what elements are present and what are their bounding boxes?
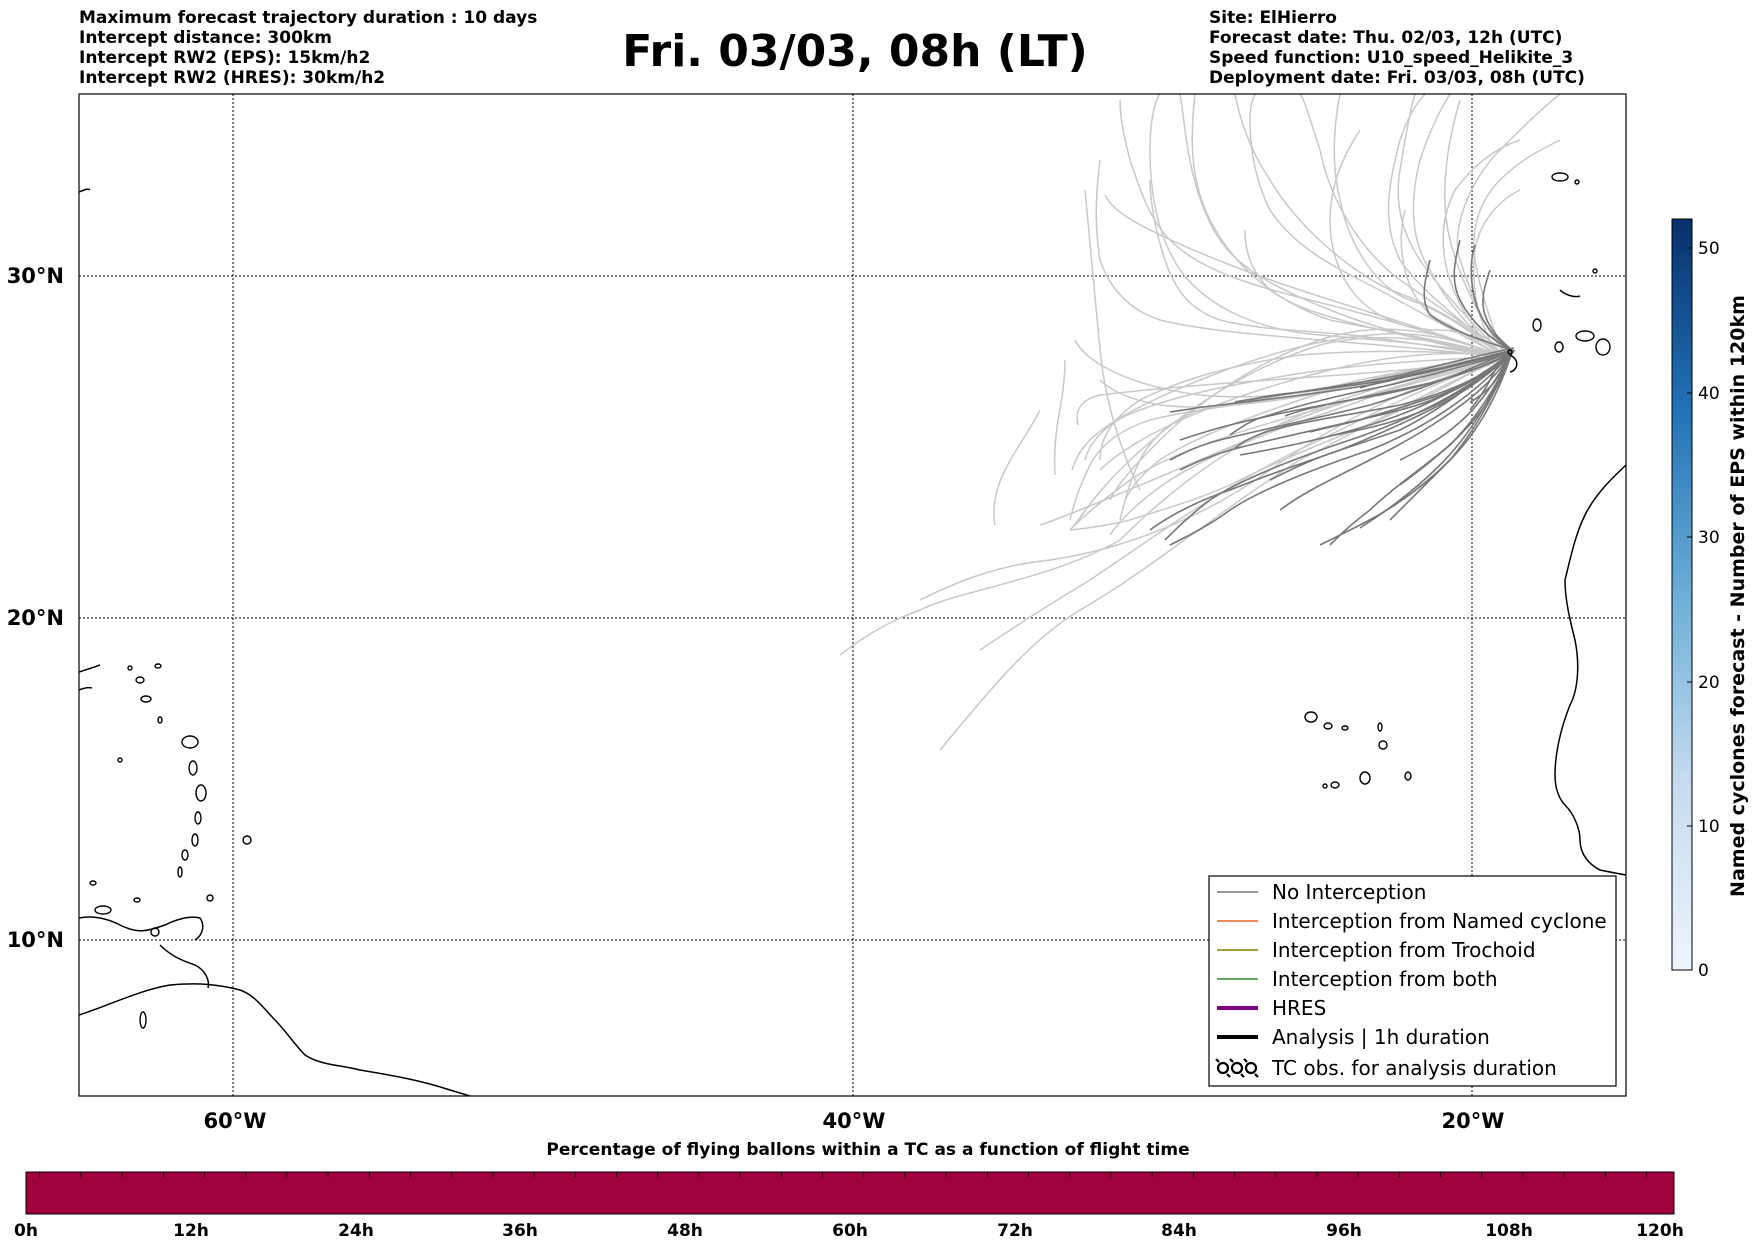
trajectories-other bbox=[839, 94, 1561, 751]
bottom-tick-48h: 48h bbox=[667, 1221, 703, 1241]
bottom-tick-108h: 108h bbox=[1485, 1221, 1533, 1241]
intercept-distance-text: Intercept distance: 300km bbox=[79, 28, 332, 48]
bottom-bar-label: Percentage of flying ballons within a TC… bbox=[546, 1140, 1189, 1160]
legend-label-analysis: Analysis | 1h duration bbox=[1272, 1025, 1490, 1049]
colorbar-ticks bbox=[1687, 247, 1692, 971]
colorbar-tick-10: 10 bbox=[1698, 817, 1720, 837]
intercept-eps-text: Intercept RW2 (EPS): 15km/h2 bbox=[79, 48, 371, 68]
lon-label-60w: 60°W bbox=[204, 1109, 267, 1133]
legend-label-no-interception: No Interception bbox=[1272, 880, 1426, 904]
lon-label-20w: 20°W bbox=[1442, 1109, 1505, 1133]
bottom-tick-72h: 72h bbox=[997, 1221, 1033, 1241]
colorbar-label: Named cyclones forecast - Number of EPS … bbox=[1727, 295, 1749, 897]
map-frame bbox=[78, 93, 1627, 1097]
bottom-tick-24h: 24h bbox=[338, 1221, 374, 1241]
bottom-tick-60h: 60h bbox=[832, 1221, 868, 1241]
colorbar-tick-40: 40 bbox=[1698, 384, 1720, 404]
colorbar-tick-50: 50 bbox=[1698, 239, 1720, 259]
main-title: Fri. 03/03, 08h (LT) bbox=[622, 26, 1088, 77]
legend-box bbox=[1208, 875, 1617, 1087]
forecast-date-text: Forecast date: Thu. 02/03, 12h (UTC) bbox=[1209, 28, 1563, 48]
legend-label-both: Interception from both bbox=[1272, 967, 1498, 991]
header-left-info: Maximum forecast trajectory duration : 1… bbox=[79, 8, 537, 88]
bottom-tick-12h: 12h bbox=[173, 1221, 209, 1241]
islands bbox=[89, 172, 1611, 1029]
bottom-tick-84h: 84h bbox=[1161, 1221, 1197, 1241]
colorbar-tick-30: 30 bbox=[1698, 528, 1720, 548]
bottom-tick-36h: 36h bbox=[502, 1221, 538, 1241]
coastlines bbox=[79, 188, 1626, 1096]
colorbar: 0 10 20 30 40 50 Named cyclones forecast… bbox=[1671, 218, 1749, 981]
colorbar-tick-20: 20 bbox=[1698, 673, 1720, 693]
legend-label-trochoid: Interception from Trochoid bbox=[1272, 938, 1536, 962]
header-right-info: Site: ElHierro Forecast date: Thu. 02/03… bbox=[1209, 8, 1585, 88]
colorbar-tick-0: 0 bbox=[1698, 961, 1709, 981]
legend-label-tc-obs: TC obs. for analysis duration bbox=[1271, 1056, 1557, 1080]
max-duration-text: Maximum forecast trajectory duration : 1… bbox=[79, 8, 538, 28]
bottom-tick-labels: 0h 12h 24h 36h 48h 60h 72h 84h 96h 108h … bbox=[14, 1221, 1684, 1241]
colorbar-gradient bbox=[1671, 218, 1693, 971]
lat-label-20n: 20°N bbox=[7, 606, 64, 630]
legend: No Interception Interception from Named … bbox=[1208, 875, 1617, 1087]
lon-label-40w: 40°W bbox=[823, 1109, 886, 1133]
percentage-bar-ticks bbox=[39, 1172, 1647, 1177]
lat-label-30n: 30°N bbox=[7, 264, 64, 288]
deployment-date-text: Deployment date: Fri. 03/03, 08h (UTC) bbox=[1209, 68, 1585, 88]
bottom-tick-0h: 0h bbox=[14, 1221, 38, 1241]
legend-label-named-cyclone: Interception from Named cyclone bbox=[1272, 909, 1607, 933]
legend-label-hres: HRES bbox=[1272, 996, 1326, 1020]
tc-obs-symbol-icon bbox=[1215, 1058, 1259, 1078]
speed-function-text: Speed function: U10_speed_Helikite_3 bbox=[1209, 48, 1574, 68]
lat-label-10n: 10°N bbox=[7, 928, 64, 952]
bottom-tick-120h: 120h bbox=[1636, 1221, 1684, 1241]
percentage-bar bbox=[25, 1171, 1675, 1215]
bottom-tick-96h: 96h bbox=[1326, 1221, 1362, 1241]
intercept-hres-text: Intercept RW2 (HRES): 30km/h2 bbox=[79, 68, 386, 88]
trajectories-no-interception bbox=[1149, 239, 1516, 546]
site-text: Site: ElHierro bbox=[1209, 8, 1337, 28]
